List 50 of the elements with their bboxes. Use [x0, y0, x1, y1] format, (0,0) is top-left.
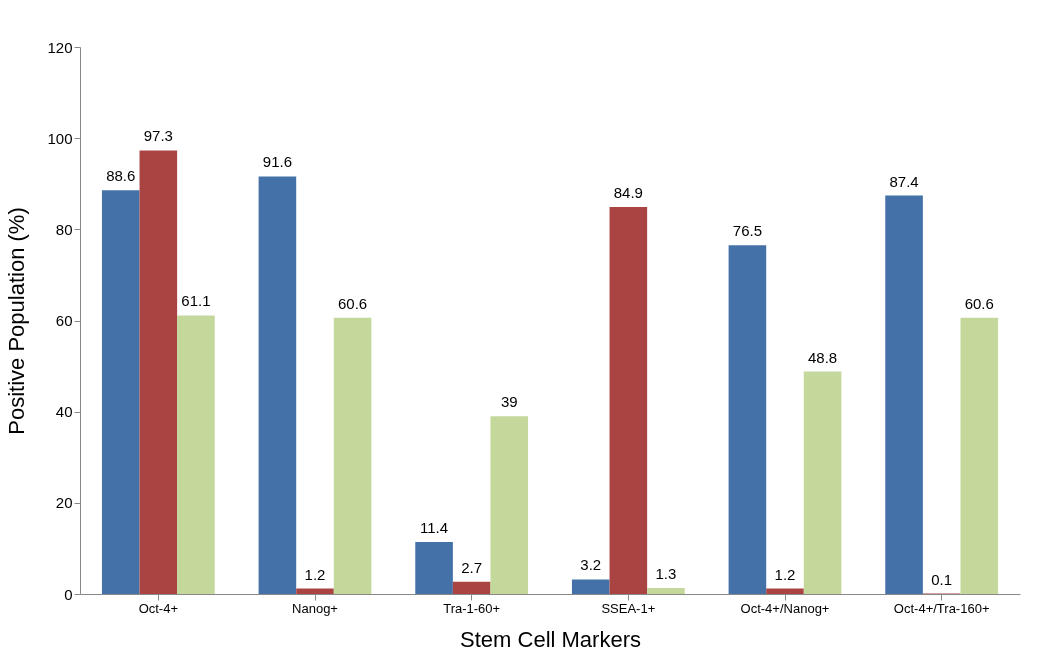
y-tick-label: 80: [55, 220, 73, 238]
data-label: 11.4: [420, 519, 449, 537]
y-axis-title: Positive Population (%): [4, 207, 30, 435]
x-tick-label: Nanog+: [292, 600, 338, 616]
bar: [803, 371, 842, 594]
bar: [101, 190, 140, 594]
x-tick-label: Oct-4+/Tra-160+: [893, 600, 990, 616]
bar: [333, 317, 372, 594]
x-tick-label: SSEA-1+: [601, 600, 656, 616]
data-label: 60.6: [338, 294, 368, 312]
data-label: 87.4: [889, 172, 919, 190]
bar: [177, 315, 215, 594]
y-tick-label: 40: [55, 403, 73, 421]
bar: [571, 579, 610, 594]
bar: [490, 416, 529, 594]
data-label: 88.6: [106, 167, 136, 185]
bar: [415, 542, 453, 594]
data-label: 91.6: [262, 153, 292, 171]
x-tick-label: Oct-4+: [138, 600, 179, 616]
y-tick-label: 0: [64, 585, 73, 603]
bar: [885, 195, 923, 594]
x-axis-title: Stem Cell Markers: [460, 626, 641, 652]
data-label: 3.2: [580, 556, 602, 574]
data-label: 1.2: [774, 565, 796, 583]
y-tick-label: 20: [55, 494, 73, 512]
x-tick-label: Oct-4+/Nanog+: [740, 600, 830, 616]
bar: [647, 588, 685, 594]
data-label: 2.7: [461, 558, 483, 576]
data-label: 60.6: [964, 294, 994, 312]
x-tick-label: Tra-1-60+: [443, 600, 501, 616]
bar: [452, 581, 491, 594]
data-label: 84.9: [613, 184, 643, 201]
y-tick-label: 60: [55, 312, 73, 329]
y-tick-label: 100: [47, 129, 73, 147]
data-label: 61.1: [181, 292, 211, 310]
data-label: 1.2: [304, 565, 326, 583]
data-label: 97.3: [143, 127, 173, 145]
bar: [960, 317, 999, 594]
data-label: 48.8: [808, 348, 838, 366]
bar: [139, 150, 178, 594]
bar: [258, 176, 297, 594]
data-label: 0.1: [931, 570, 953, 588]
bar: [609, 207, 648, 594]
data-label: 1.3: [655, 565, 677, 583]
data-label: 39: [500, 393, 518, 411]
y-tick-label: 120: [47, 38, 73, 56]
bar: [766, 588, 804, 594]
bar: [728, 245, 767, 594]
bar: [296, 588, 334, 594]
data-label: 76.5: [732, 222, 762, 240]
